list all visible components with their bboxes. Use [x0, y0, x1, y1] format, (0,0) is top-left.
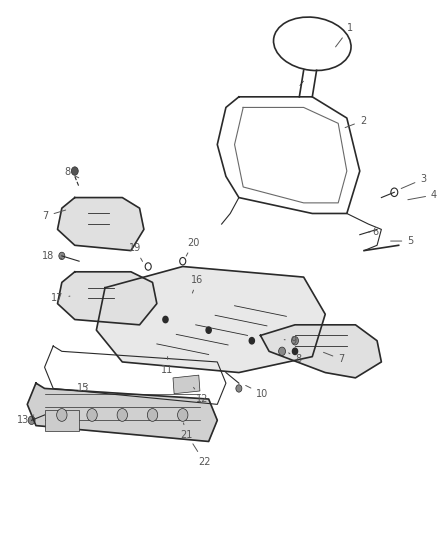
- Bar: [45, 410, 79, 431]
- Circle shape: [291, 336, 298, 345]
- Circle shape: [292, 348, 297, 354]
- Polygon shape: [57, 272, 156, 325]
- Circle shape: [117, 409, 127, 421]
- Text: 5: 5: [390, 236, 413, 246]
- Circle shape: [87, 409, 97, 421]
- Text: 10: 10: [245, 385, 268, 399]
- Text: 15: 15: [77, 383, 89, 393]
- Polygon shape: [57, 198, 144, 251]
- Text: 16: 16: [191, 274, 203, 293]
- Text: 21: 21: [180, 423, 193, 440]
- Polygon shape: [260, 325, 381, 378]
- Circle shape: [147, 409, 157, 421]
- Text: 11: 11: [161, 357, 173, 375]
- Text: 7: 7: [42, 210, 66, 221]
- Circle shape: [249, 337, 254, 344]
- Text: 1: 1: [335, 23, 352, 47]
- Text: 9: 9: [283, 336, 296, 346]
- Text: 19: 19: [128, 243, 142, 261]
- Circle shape: [278, 347, 285, 356]
- Text: 4: 4: [407, 190, 436, 200]
- Circle shape: [57, 409, 67, 421]
- Text: 13: 13: [17, 415, 34, 425]
- Circle shape: [59, 252, 65, 260]
- Text: 3: 3: [400, 174, 425, 189]
- Circle shape: [235, 385, 241, 392]
- Text: 8: 8: [64, 167, 78, 178]
- Text: 7: 7: [323, 352, 344, 364]
- Text: 8: 8: [288, 353, 300, 364]
- Text: 2: 2: [344, 116, 365, 127]
- Circle shape: [162, 317, 168, 322]
- Polygon shape: [96, 266, 325, 373]
- Text: 20: 20: [186, 238, 199, 256]
- Circle shape: [177, 409, 187, 421]
- Circle shape: [205, 327, 211, 333]
- Circle shape: [71, 167, 78, 175]
- Polygon shape: [27, 383, 217, 441]
- Text: 22: 22: [192, 444, 210, 466]
- Circle shape: [28, 416, 35, 424]
- Text: 18: 18: [42, 251, 62, 261]
- Text: 6: 6: [367, 227, 378, 237]
- Text: 17: 17: [51, 293, 70, 303]
- Bar: [173, 375, 199, 394]
- Text: 12: 12: [193, 387, 208, 404]
